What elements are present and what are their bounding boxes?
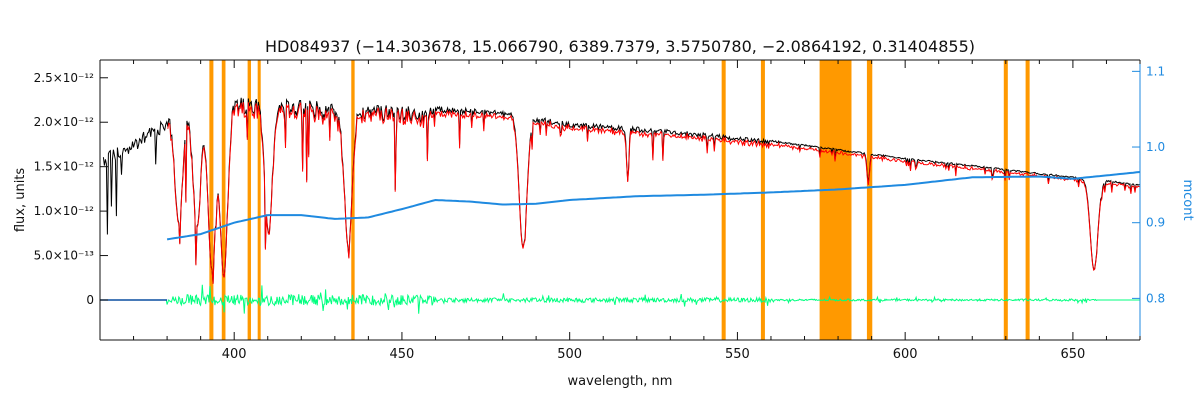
mask-band: [209, 60, 214, 340]
mask-band: [866, 60, 873, 340]
x-tick-label: 450: [390, 347, 415, 362]
y2-tick-label: 0.9: [1146, 216, 1165, 230]
axes: [99, 59, 1141, 341]
residuals: [100, 284, 1140, 314]
mask-band: [760, 60, 765, 340]
chart-title: HD084937 (−14.303678, 15.066790, 6389.73…: [265, 37, 975, 56]
y2-tick-label: 0.8: [1146, 291, 1165, 305]
tick-labels: 400 450 500 550 600 650 0 5.0×10⁻¹³ 1.0×10⁻¹² 1.5…: [34, 64, 1165, 362]
mask-band: [257, 60, 261, 340]
mask-band: [221, 60, 226, 340]
residual-line: [103, 284, 1140, 314]
x-tick-label: 600: [893, 347, 918, 362]
continuum-line: [166, 171, 1141, 241]
y-tick-label: 2.0×10⁻¹²: [34, 115, 95, 129]
y-tick-label: 2.5×10⁻¹²: [34, 71, 95, 85]
x-tick-label: 650: [1060, 347, 1085, 362]
y2-axis-label: mcont: [1180, 179, 1195, 220]
model-line: [167, 102, 1141, 284]
x-axis-label: wavelength, nm: [568, 374, 673, 389]
x-tick-label: 500: [557, 347, 582, 362]
model-spectrum: [167, 102, 1141, 284]
x-tick-label: 550: [725, 347, 750, 362]
mask-band: [351, 60, 355, 340]
x-tick-label: 400: [222, 347, 247, 362]
y-tick-label: 0: [86, 293, 94, 307]
mask-band: [721, 60, 726, 340]
mask-band: [1003, 60, 1008, 340]
y2-tick-label: 1.1: [1146, 64, 1165, 78]
y2-tick-label: 1.0: [1146, 140, 1165, 154]
masked-regions: [209, 60, 1030, 340]
mask-band: [819, 60, 852, 340]
y-tick-label: 1.5×10⁻¹²: [34, 160, 95, 174]
y-tick-label: 1.0×10⁻¹²: [34, 204, 95, 218]
mask-band: [247, 60, 251, 340]
continuum-curve: [166, 171, 1141, 241]
y-tick-label: 5.0×10⁻¹³: [34, 249, 95, 263]
mask-band: [1025, 60, 1030, 340]
y-axis-label: flux, units: [13, 168, 28, 233]
